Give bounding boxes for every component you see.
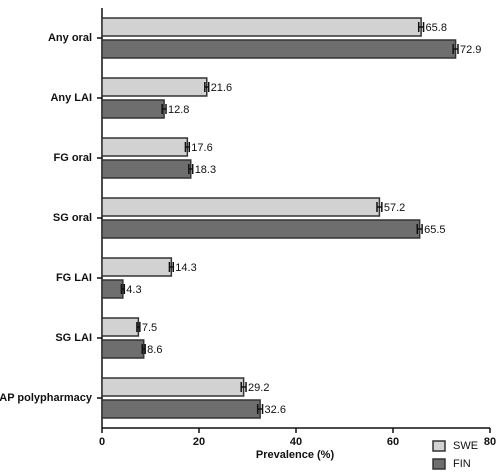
value-label: 12.8 [168, 104, 189, 116]
legend-swatch [432, 458, 446, 470]
bar [101, 159, 192, 179]
value-label: 8.6 [147, 344, 162, 356]
y-tick-label: FG oral [53, 152, 92, 164]
bar [101, 317, 140, 337]
error-bar [256, 404, 264, 414]
value-label: 14.3 [175, 262, 196, 274]
legend-swatch [432, 440, 446, 452]
value-label: 32.6 [265, 404, 286, 416]
value-label: 72.9 [460, 44, 481, 56]
value-label: 17.6 [191, 142, 212, 154]
error-bar [161, 104, 167, 114]
bar [101, 339, 145, 359]
legend-label: SWE [453, 440, 478, 452]
x-tick-label: 20 [193, 436, 205, 448]
bar [101, 99, 165, 119]
error-bar [120, 284, 126, 294]
bar [101, 17, 422, 37]
x-axis-label: Prevalence (%) [256, 449, 335, 461]
y-tick-label: SG oral [53, 212, 92, 224]
error-bar [184, 142, 191, 152]
error-bar [452, 44, 459, 54]
bar [101, 219, 421, 239]
bar [101, 137, 189, 157]
bar [101, 197, 381, 217]
x-tick-label: 80 [484, 436, 496, 448]
bar [101, 39, 457, 59]
bar [101, 77, 208, 97]
bar [101, 399, 261, 419]
bar [101, 279, 124, 299]
value-label: 4.3 [126, 284, 141, 296]
error-bar [188, 164, 194, 174]
x-tick-label: 60 [387, 436, 399, 448]
y-tick-label: SG LAI [55, 332, 92, 344]
value-label: 57.2 [384, 202, 405, 214]
error-bar [376, 202, 383, 212]
x-tick-label: 40 [290, 436, 302, 448]
error-bar [416, 224, 423, 234]
x-tick-label: 0 [99, 436, 105, 448]
value-label: 18.3 [195, 164, 216, 176]
error-bar [240, 382, 247, 392]
y-tick-label: Any LAI [50, 92, 92, 104]
bar [101, 377, 245, 397]
value-label: 29.2 [248, 382, 269, 394]
error-bar [168, 262, 175, 272]
error-bar [136, 322, 141, 332]
value-label: 65.5 [424, 224, 445, 236]
error-bar [204, 82, 210, 92]
value-label: 21.6 [211, 82, 232, 94]
legend-label: FIN [453, 458, 471, 470]
error-bar [141, 344, 146, 354]
error-bar [417, 22, 425, 32]
y-tick-label: AP polypharmacy [0, 392, 93, 404]
value-label: 7.5 [142, 322, 157, 334]
y-tick-label: Any oral [48, 32, 92, 44]
y-tick-label: FG LAI [56, 272, 92, 284]
bar [101, 257, 173, 277]
value-label: 65.8 [426, 22, 447, 34]
